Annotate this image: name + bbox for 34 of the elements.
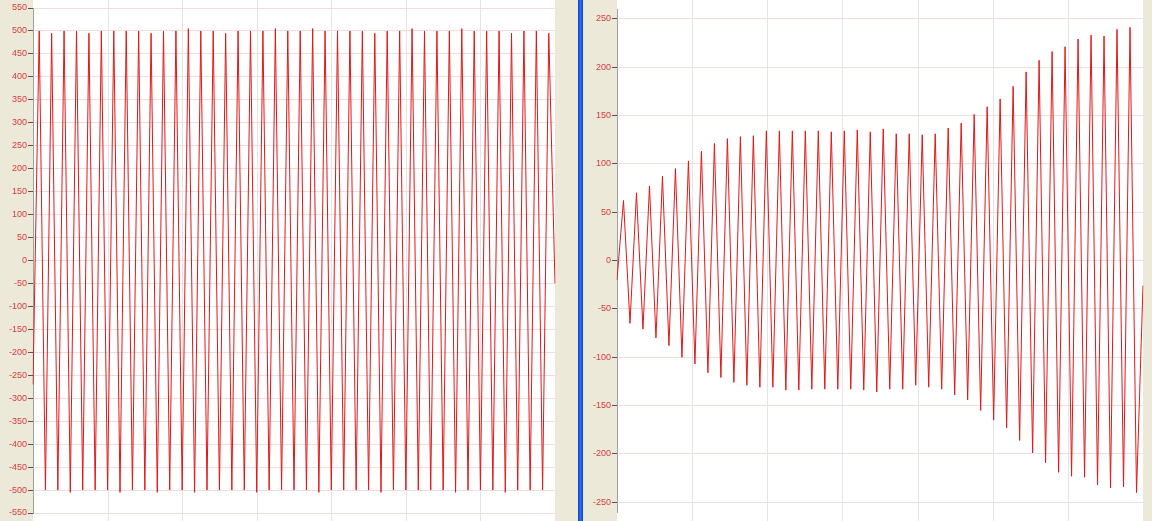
- y-tick-label: 150: [595, 109, 611, 120]
- y-tick-label: -550: [8, 507, 27, 518]
- y-tick-label: 100: [11, 209, 27, 220]
- y-tick-label: -50: [13, 277, 27, 288]
- y-tick-label: 200: [595, 61, 611, 72]
- y-tick-label: 50: [600, 206, 611, 217]
- y-tick-label: 250: [595, 13, 611, 24]
- y-tick-label: -350: [8, 415, 27, 426]
- y-tick-label: -150: [592, 400, 611, 411]
- y-tick-label: 250: [11, 140, 27, 151]
- y-tick-label: 550: [11, 2, 27, 13]
- y-tick-label: -250: [592, 496, 611, 507]
- y-tick-label: -200: [8, 346, 27, 357]
- y-tick-label: -500: [8, 484, 27, 495]
- y-tick-label: 0: [21, 254, 27, 265]
- y-tick-label: 50: [16, 232, 27, 243]
- y-tick-label: 350: [11, 94, 27, 105]
- y-tick-label: -100: [8, 300, 27, 311]
- y-tick-label: 100: [595, 158, 611, 169]
- y-tick-label: 300: [11, 117, 27, 128]
- y-tick-label: -100: [592, 351, 611, 362]
- y-tick-label: 200: [11, 163, 27, 174]
- y-tick-label: 150: [11, 186, 27, 197]
- y-tick-label: 0: [605, 254, 611, 265]
- y-tick-label: -150: [8, 323, 27, 334]
- y-tick-label: -200: [592, 448, 611, 459]
- y-tick-label: 500: [11, 25, 27, 36]
- y-tick-label: 400: [11, 71, 27, 82]
- y-tick-label: -50: [597, 303, 611, 314]
- y-tick-label: -450: [8, 461, 27, 472]
- y-tick-label: -250: [8, 369, 27, 380]
- y-tick-label: -400: [8, 438, 27, 449]
- y-tick-label: -300: [8, 392, 27, 403]
- y-tick-label: 450: [11, 48, 27, 59]
